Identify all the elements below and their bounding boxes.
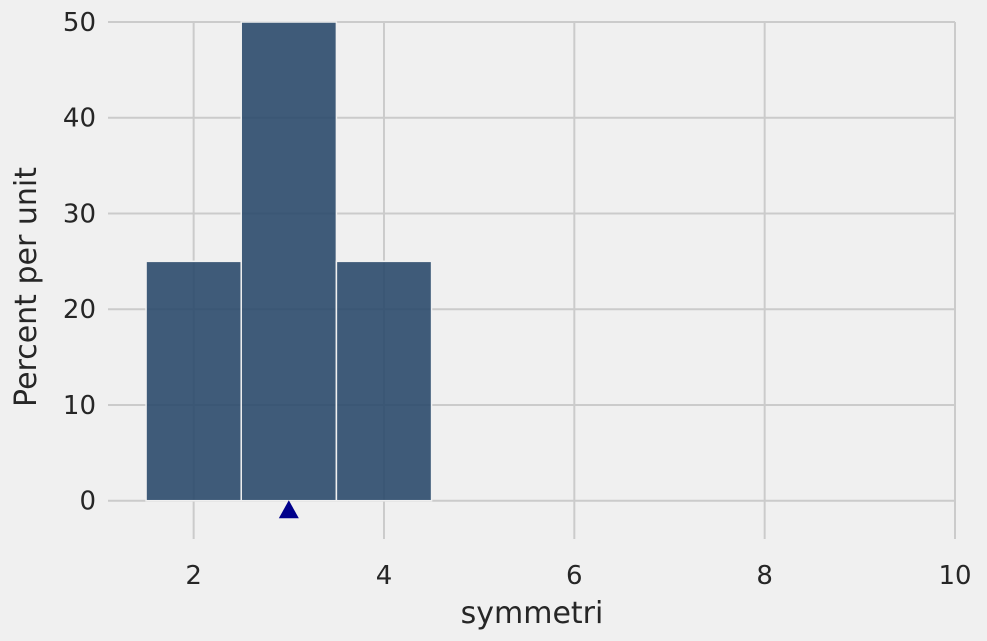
y-tick-label: 10 [63, 391, 96, 421]
histogram-bar [145, 260, 242, 502]
histogram-bar [335, 260, 433, 502]
x-tick-label: 2 [185, 561, 202, 591]
x-tick-label: 6 [566, 561, 583, 591]
x-tick-label: 10 [938, 561, 971, 591]
y-tick-label: 50 [63, 8, 96, 38]
mean-marker-triangle [278, 500, 299, 519]
x-tick-label: 8 [756, 561, 773, 591]
x-tick-label: 4 [376, 561, 393, 591]
y-tick-label: 20 [63, 295, 96, 325]
histogram-bar [240, 21, 338, 502]
y-tick-label: 40 [63, 104, 96, 134]
x-axis-ticks: 2 4 6 8 10 [185, 561, 971, 591]
y-axis-label: Percent per unit [9, 167, 44, 407]
y-tick-label: 30 [63, 199, 96, 229]
y-axis-ticks: 0 10 20 30 40 50 [63, 8, 96, 517]
y-tick-label: 0 [79, 487, 96, 517]
marker-layer [278, 500, 299, 519]
histogram-bars [145, 21, 433, 502]
x-axis-label: symmetri [461, 596, 604, 631]
